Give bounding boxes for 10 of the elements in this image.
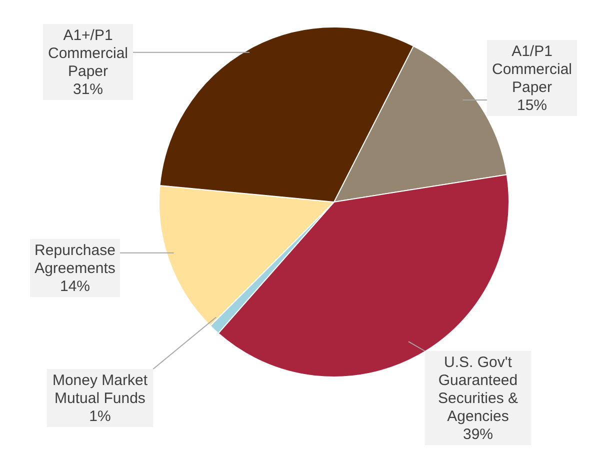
data-label: 1% [89, 408, 111, 425]
slice-label: A1+/P1 Commercial Paper [48, 27, 128, 80]
data-label: 15% [516, 97, 548, 114]
data-label: 14% [60, 278, 90, 295]
data-label: 39% [462, 426, 494, 443]
slice-label: A1/P1 Commercial Paper [492, 43, 572, 96]
slice-label: Money Market Mutual Funds [52, 372, 148, 407]
slice-label: U.S. Gov't Guaranteed Securities & Agencies [438, 354, 518, 425]
slice-label: Repurchase Agreements [34, 242, 116, 277]
data-label: 31% [72, 81, 104, 98]
